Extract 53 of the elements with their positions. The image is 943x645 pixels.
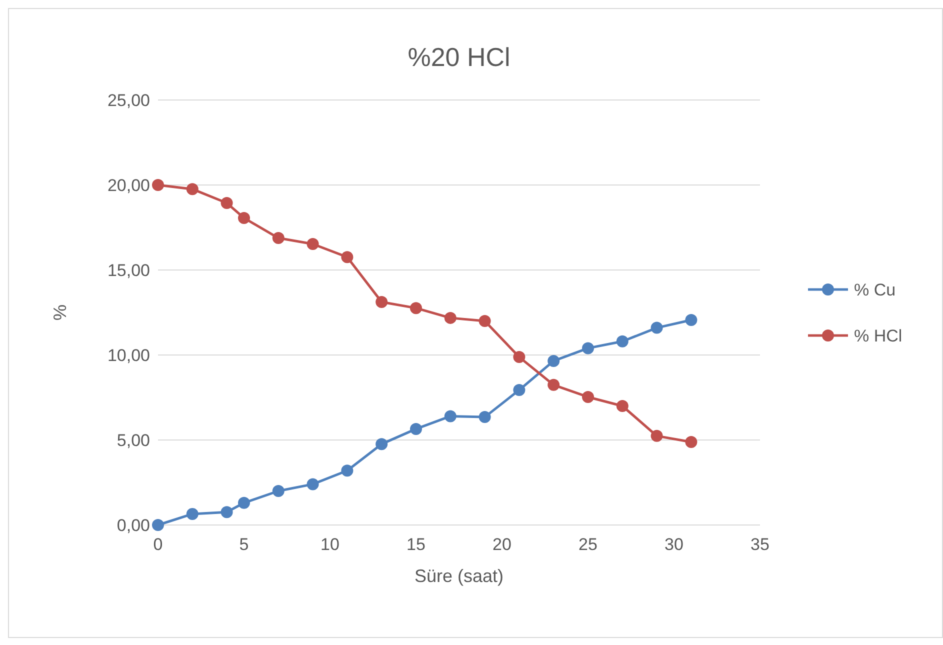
point bbox=[376, 438, 388, 450]
point bbox=[186, 183, 198, 196]
point bbox=[341, 251, 354, 264]
point bbox=[616, 400, 628, 412]
point bbox=[220, 197, 233, 210]
point bbox=[513, 351, 526, 364]
point bbox=[548, 354, 560, 367]
x-tick-label: 35 bbox=[750, 535, 770, 554]
point bbox=[650, 322, 663, 334]
point bbox=[650, 430, 663, 442]
x-tick-label: 25 bbox=[578, 535, 598, 554]
x-tick-label: 5 bbox=[239, 535, 249, 554]
chart-title: %20 HCl bbox=[408, 42, 510, 72]
point bbox=[272, 232, 284, 244]
y-tick-label: 20,00 bbox=[107, 176, 150, 195]
point bbox=[513, 384, 526, 396]
x-tick-label: 15 bbox=[406, 535, 426, 554]
point bbox=[238, 212, 250, 224]
x-tick-label: 20 bbox=[492, 535, 512, 554]
point bbox=[410, 302, 422, 314]
point bbox=[186, 508, 198, 520]
x-tick-label: 30 bbox=[664, 535, 684, 554]
point bbox=[410, 422, 422, 435]
y-tick-label: 0,00 bbox=[116, 516, 150, 535]
point bbox=[341, 464, 354, 477]
point bbox=[478, 411, 491, 424]
point bbox=[444, 410, 456, 422]
legend-label: % HCl bbox=[854, 326, 902, 346]
y-axis-title: % bbox=[50, 304, 70, 321]
point bbox=[238, 496, 250, 509]
point bbox=[306, 238, 319, 250]
point bbox=[272, 485, 284, 497]
point bbox=[685, 436, 698, 448]
point bbox=[685, 314, 698, 326]
x-tick-label: 10 bbox=[320, 535, 340, 554]
point bbox=[152, 519, 164, 531]
x-axis-title: Süre (saat) bbox=[414, 566, 504, 586]
point bbox=[582, 390, 594, 403]
point bbox=[220, 506, 233, 518]
y-tick-label: 25,00 bbox=[107, 91, 150, 110]
x-tick-label: 0 bbox=[153, 535, 163, 554]
point bbox=[306, 478, 319, 490]
point bbox=[548, 378, 560, 391]
point bbox=[582, 342, 594, 354]
point bbox=[376, 296, 388, 308]
y-tick-label: 10,00 bbox=[107, 346, 150, 365]
y-tick-label: 5,00 bbox=[116, 431, 150, 450]
point bbox=[478, 315, 491, 327]
y-tick-label: 15,00 bbox=[107, 261, 150, 280]
point bbox=[616, 335, 628, 348]
point bbox=[152, 179, 164, 191]
legend-label: % Cu bbox=[854, 280, 896, 300]
point bbox=[444, 312, 456, 324]
